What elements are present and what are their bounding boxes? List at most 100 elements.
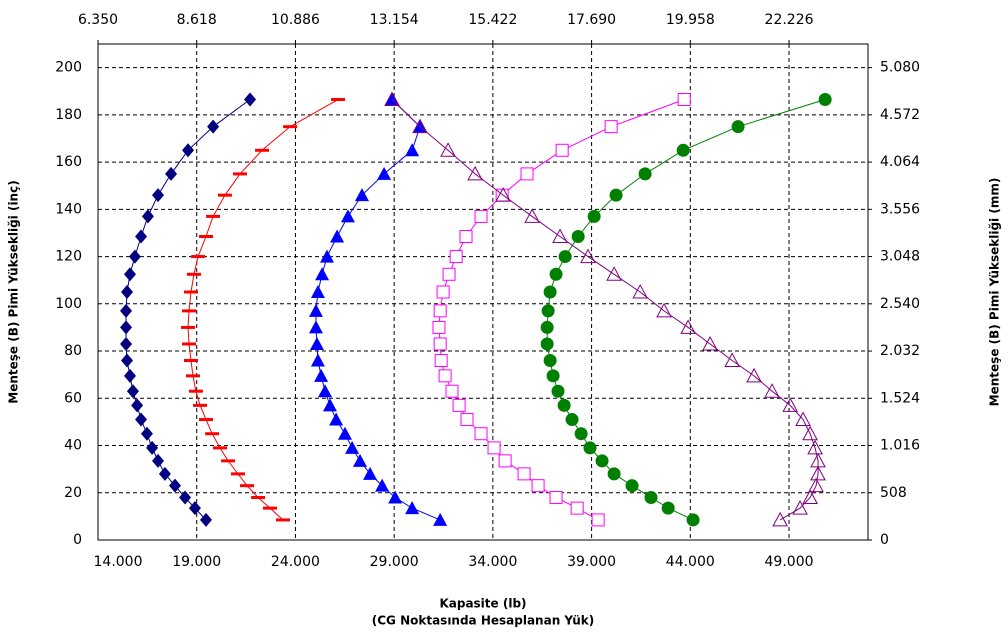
marker bbox=[182, 309, 197, 313]
marker bbox=[126, 384, 139, 399]
marker bbox=[191, 255, 206, 259]
marker bbox=[213, 446, 228, 450]
x2-tick-label: 19.958 bbox=[666, 12, 715, 28]
marker bbox=[520, 167, 534, 181]
marker bbox=[363, 466, 378, 480]
marker bbox=[412, 118, 428, 134]
marker bbox=[262, 506, 277, 510]
marker bbox=[283, 125, 298, 129]
marker bbox=[310, 285, 325, 298]
marker bbox=[474, 209, 488, 223]
marker bbox=[802, 489, 818, 504]
x-tick-label: 24.000 bbox=[271, 554, 320, 570]
marker bbox=[123, 267, 136, 282]
marker bbox=[199, 512, 212, 527]
marker bbox=[680, 319, 696, 334]
marker bbox=[217, 193, 232, 197]
marker bbox=[686, 513, 700, 527]
marker bbox=[495, 187, 511, 202]
marker bbox=[251, 495, 266, 499]
marker bbox=[377, 166, 392, 180]
y-tick-label: 0 bbox=[73, 532, 82, 548]
marker bbox=[442, 267, 456, 281]
y-tick-label: 140 bbox=[55, 201, 82, 217]
marker bbox=[206, 214, 221, 218]
x2-tick-label: 17.690 bbox=[567, 12, 616, 28]
x-tick-label: 34.000 bbox=[468, 554, 517, 570]
marker bbox=[330, 229, 345, 243]
y2-tick-label: 2.032 bbox=[880, 343, 920, 359]
marker bbox=[795, 411, 811, 427]
marker bbox=[677, 93, 691, 107]
marker bbox=[436, 285, 450, 299]
marker bbox=[661, 501, 675, 515]
x2-tick-label: 15.422 bbox=[468, 12, 517, 28]
marker bbox=[702, 335, 718, 351]
marker bbox=[123, 368, 136, 383]
marker bbox=[432, 320, 446, 334]
y2-axis-label: Menteşe (B) Pimi Yüksekliği (mm) bbox=[988, 178, 1002, 407]
marker bbox=[152, 453, 165, 468]
x-tick-label: 49.000 bbox=[765, 554, 814, 570]
marker bbox=[541, 304, 555, 318]
y2-tick-label: 4.064 bbox=[880, 154, 920, 170]
marker bbox=[232, 172, 247, 176]
series-line bbox=[391, 99, 819, 521]
y-tick-label: 100 bbox=[55, 296, 82, 312]
marker bbox=[221, 459, 236, 463]
series-line bbox=[187, 99, 339, 521]
marker bbox=[135, 229, 148, 244]
marker bbox=[565, 413, 579, 427]
marker bbox=[182, 143, 195, 158]
marker bbox=[405, 143, 420, 157]
x2-tick-label: 13.154 bbox=[370, 12, 419, 28]
marker bbox=[676, 143, 690, 157]
marker bbox=[352, 453, 367, 467]
y-tick-label: 20 bbox=[64, 485, 82, 501]
y-axis-label: Menteşe (B) Pimi Yüksekliği (inç) bbox=[7, 180, 21, 403]
marker bbox=[498, 454, 512, 468]
x2-tick-label: 6.350 bbox=[78, 12, 118, 28]
marker bbox=[131, 398, 144, 413]
marker bbox=[158, 466, 171, 481]
plot-border bbox=[97, 43, 869, 541]
marker bbox=[459, 229, 473, 243]
marker bbox=[275, 518, 290, 522]
marker bbox=[182, 342, 197, 346]
marker bbox=[782, 397, 799, 412]
marker bbox=[440, 142, 456, 157]
marker bbox=[244, 92, 257, 107]
marker bbox=[644, 490, 658, 504]
marker bbox=[433, 337, 447, 351]
x-tick-label: 14.000 bbox=[94, 554, 143, 570]
y-tick-label: 160 bbox=[55, 154, 82, 170]
marker bbox=[609, 188, 623, 202]
marker bbox=[120, 320, 133, 335]
x2-tick-label: 8.618 bbox=[177, 12, 217, 28]
marker bbox=[818, 93, 832, 107]
marker bbox=[230, 472, 245, 476]
marker bbox=[474, 427, 488, 441]
marker bbox=[185, 374, 200, 378]
marker bbox=[354, 188, 369, 202]
x-tick-label: 29.000 bbox=[370, 554, 419, 570]
x-axis-label: Kapasite (lb) bbox=[439, 597, 526, 611]
marker bbox=[540, 320, 554, 334]
marker bbox=[388, 490, 403, 504]
marker bbox=[604, 120, 618, 134]
marker bbox=[128, 249, 141, 264]
marker bbox=[329, 412, 344, 426]
marker bbox=[337, 426, 352, 440]
y2-tick-label: 3.556 bbox=[880, 201, 920, 217]
marker bbox=[549, 267, 563, 281]
marker bbox=[772, 511, 788, 527]
marker bbox=[322, 398, 337, 412]
marker bbox=[792, 500, 808, 515]
marker bbox=[310, 353, 325, 367]
marker bbox=[331, 98, 346, 102]
marker bbox=[240, 484, 255, 488]
marker bbox=[384, 91, 400, 107]
marker bbox=[517, 467, 531, 481]
marker bbox=[433, 512, 448, 526]
marker bbox=[152, 188, 165, 203]
